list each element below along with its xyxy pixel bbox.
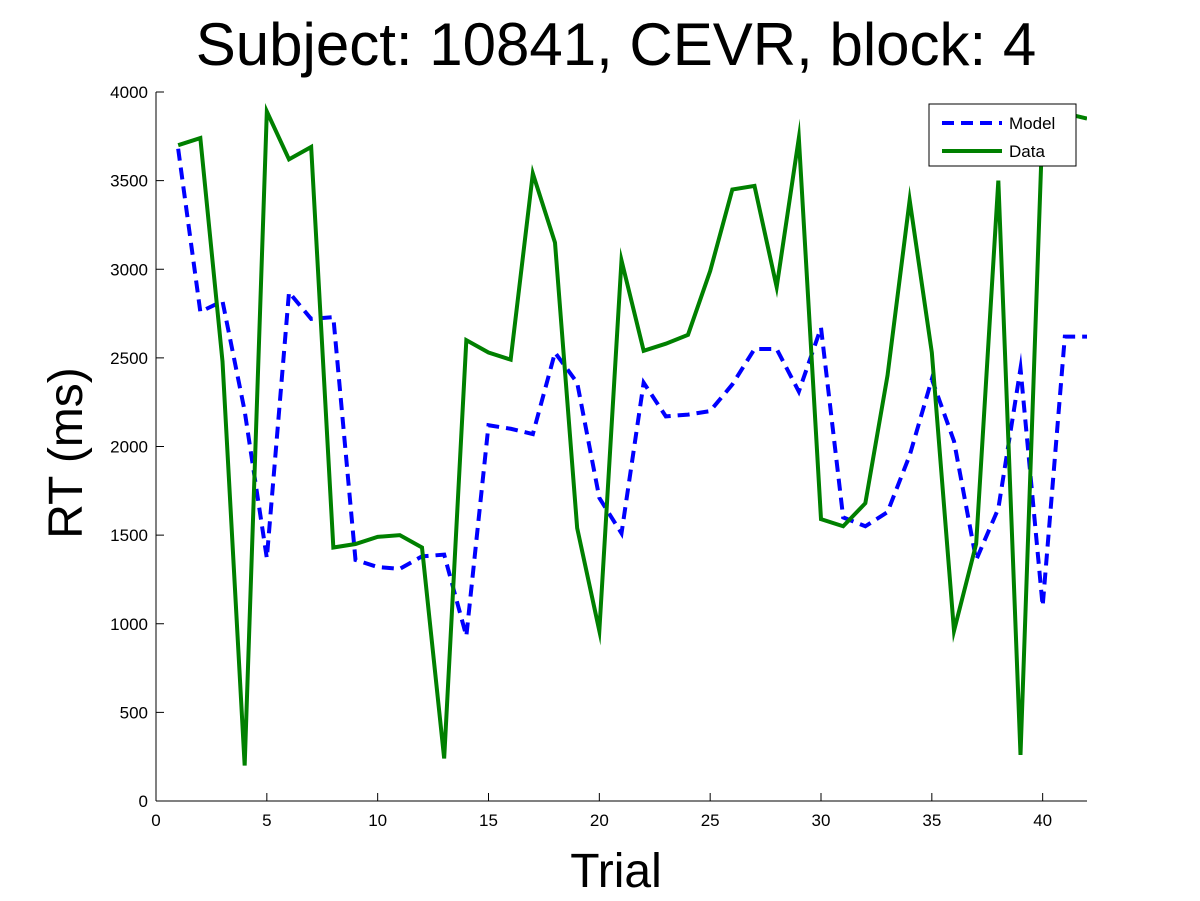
series-layer	[176, 103, 1087, 766]
x-tick-label: 5	[262, 811, 271, 830]
x-tick-label: 15	[479, 811, 498, 830]
y-tick-label: 1500	[110, 526, 148, 545]
y-tick-label: 2000	[110, 438, 148, 457]
x-axis-label: Trial	[570, 845, 662, 898]
axes: 0 5 10 15 20 25 30 35 40 0 500 1000 1500 2000 2500 3000…	[110, 83, 1087, 830]
y-axis-label: RT (ms)	[40, 367, 93, 539]
y-tick-label: 4000	[110, 83, 148, 102]
x-tick-label: 30	[812, 811, 831, 830]
legend-label-model: Model	[1009, 114, 1055, 133]
series-line-data	[177, 103, 1087, 766]
y-tick-label: 0	[139, 792, 148, 811]
legend-box	[928, 103, 1077, 167]
x-tick-label: 25	[701, 811, 720, 830]
y-tick-label: 3500	[110, 172, 148, 191]
legend-label-data: Data	[1009, 142, 1045, 161]
y-tick-label: 1000	[110, 615, 148, 634]
x-tick-label: 0	[151, 811, 160, 830]
y-tick-label: 500	[120, 703, 148, 722]
x-tick-label: 35	[922, 811, 941, 830]
x-tick-label: 10	[368, 811, 387, 830]
x-tick-label: 20	[590, 811, 609, 830]
y-tick-label: 2500	[110, 349, 148, 368]
legend: Model Data	[928, 103, 1077, 167]
series-line-model	[176, 148, 1087, 647]
y-tick-label: 3000	[110, 260, 148, 279]
chart-title: Subject: 10841, CEVR, block: 4	[196, 11, 1036, 78]
x-tick-label: 40	[1033, 811, 1052, 830]
